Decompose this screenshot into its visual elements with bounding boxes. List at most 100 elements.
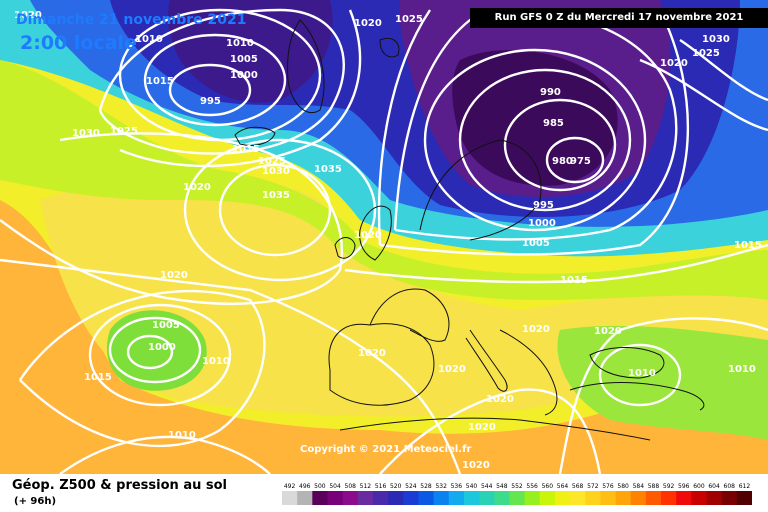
- isobar-1015-sw: [19, 289, 266, 448]
- isobar-1025-wide: [0, 132, 344, 305]
- scale-swatch: [691, 491, 708, 505]
- isobar-label: 1010: [728, 364, 756, 375]
- isobar-label: 1005: [522, 238, 550, 249]
- isobar-label: 1020: [486, 394, 514, 405]
- scale-label: 524: [405, 483, 417, 490]
- scale-label: 600: [693, 483, 705, 490]
- scale-swatch: [312, 491, 328, 505]
- coast-svalbard: [379, 37, 400, 58]
- isobar-label: 1020: [354, 18, 382, 29]
- isobar-label: 990: [540, 87, 561, 98]
- isobar-low-east-1010: [598, 343, 682, 407]
- scale-swatch: [645, 491, 662, 505]
- scale-label: 604: [708, 483, 720, 490]
- isobar-label: 1000: [148, 342, 176, 353]
- field-green-low: [106, 310, 207, 391]
- isobar-label: 1000: [230, 70, 258, 81]
- coast-turkey: [569, 382, 705, 411]
- scale-swatch: [600, 491, 617, 505]
- isobar-label: 1030: [262, 166, 290, 177]
- coast-iberia: [328, 323, 435, 406]
- isobar-label: 1015: [734, 240, 762, 251]
- isobar-label: 995: [200, 96, 221, 107]
- legend-title: Géop. Z500 & pression au sol: [12, 478, 227, 493]
- isobar-low-west-995: [168, 63, 252, 117]
- forecast-time: 2:00 locale: [20, 32, 137, 54]
- copyright-text: Copyright © 2021 Meteociel.fr: [300, 444, 472, 455]
- scale-swatch: [342, 491, 359, 505]
- field-yellowgreen-north: [0, 60, 768, 300]
- scale-label: 556: [526, 483, 538, 490]
- isobar-label: 1020: [354, 230, 382, 241]
- coast-black-sea: [589, 347, 665, 379]
- isobar-label: 1020: [14, 10, 42, 21]
- forecast-date: Dimanche 21 novembre 2021: [16, 12, 247, 28]
- scale-label: 528: [420, 483, 432, 490]
- isobar-label: 995: [533, 200, 554, 211]
- isobar-low-east-990: [458, 68, 632, 212]
- isobar-label: 985: [543, 118, 564, 129]
- isobar-1025-ne: [679, 39, 768, 102]
- coast-italy: [465, 329, 508, 392]
- scale-swatch: [539, 491, 556, 505]
- scale-label: 492: [284, 483, 296, 490]
- isobar-label: 1010: [628, 368, 656, 379]
- run-info-box: Run GFS 0 Z du Mercredi 17 novembre 2021: [470, 8, 768, 28]
- legend-subtitle: (+ 96h): [14, 496, 57, 507]
- isobar-label: 1015: [232, 144, 260, 155]
- isobar-label: 980: [552, 156, 573, 167]
- isobar-1020-wide: [0, 258, 462, 474]
- isobar-label: 1010: [226, 38, 254, 49]
- isobar-low-west-1010: [98, 8, 345, 155]
- isobar-label: 1010: [135, 34, 163, 45]
- color-scale: 492 496 500 504 508 512 516 520 524 528 532 536 540 5…: [282, 483, 752, 505]
- scale-swatch: [403, 491, 419, 505]
- scale-label: 612: [739, 483, 751, 490]
- isobar-label: 1020: [468, 422, 496, 433]
- scale-label: 576: [602, 483, 614, 490]
- scale-swatch: [676, 491, 692, 505]
- isobar-low-east-1005: [377, 9, 690, 256]
- isobar-1020-east: [558, 317, 768, 474]
- isobar-label: 1005: [230, 54, 258, 65]
- isobar-label: 1020: [660, 58, 688, 69]
- isobar-high-1030: [183, 138, 377, 282]
- coast-british-isles: [359, 205, 392, 261]
- scale-swatch: [282, 491, 298, 505]
- scale-swatch: [297, 491, 313, 505]
- isobar-label: 1025: [258, 156, 286, 167]
- isobar-label: 1025: [395, 14, 423, 25]
- scale-swatch: [661, 491, 677, 505]
- scale-swatch: [706, 491, 723, 505]
- isobar-label: 975: [570, 156, 591, 167]
- scale-swatch: [448, 491, 465, 505]
- isobar-label: 1020: [183, 182, 211, 193]
- isobar-label: 1020: [438, 364, 466, 375]
- coast-greenland: [287, 19, 325, 113]
- isobar-label: 1020: [462, 460, 490, 471]
- scale-label: 532: [435, 483, 447, 490]
- coast-north-africa: [339, 417, 651, 441]
- scale-label: 512: [360, 483, 372, 490]
- isobar-label: 1000: [528, 218, 556, 229]
- scale-label: 548: [496, 483, 508, 490]
- isobar-label: 1015: [560, 275, 588, 286]
- scale-label: 596: [678, 483, 690, 490]
- isobar-low-east-985: [503, 98, 617, 192]
- isobar-1015-north: [344, 243, 768, 284]
- scale-label: 580: [617, 483, 629, 490]
- isobar-1020-ne: [639, 58, 768, 132]
- scale-swatch: [357, 491, 374, 505]
- coast-balkans: [499, 329, 558, 416]
- scale-swatch: [327, 491, 344, 505]
- scale-swatch: [615, 491, 632, 505]
- field-orange-south: [0, 200, 768, 474]
- isobar-label: 1025: [110, 126, 138, 137]
- scale-label: 496: [299, 483, 311, 490]
- scale-swatch: [554, 491, 571, 505]
- scale-swatch: [721, 491, 738, 505]
- scale-label: 584: [633, 483, 645, 490]
- isobar-label: 1020: [358, 348, 386, 359]
- scale-swatch: [418, 491, 435, 505]
- isobar-low-sw-1010: [88, 303, 232, 407]
